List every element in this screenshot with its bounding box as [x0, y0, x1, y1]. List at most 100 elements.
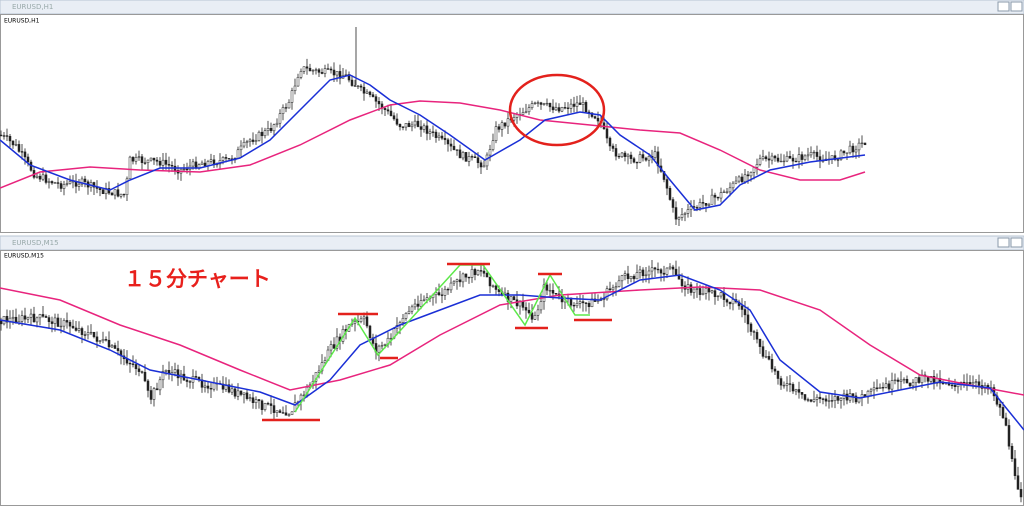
- candle-body: [437, 135, 441, 138]
- maximize-button[interactable]: [1010, 1, 1023, 12]
- candle-body: [998, 404, 1002, 408]
- candle-body: [437, 292, 441, 296]
- candle-body: [767, 356, 771, 360]
- candle-body: [470, 269, 474, 278]
- candle-body: [896, 379, 900, 382]
- title-bar: [0, 235, 1024, 251]
- candle-body: [134, 364, 138, 370]
- candle-body: [629, 275, 633, 279]
- candle-body: [155, 159, 159, 162]
- candle-body: [458, 149, 462, 159]
- candle-body: [794, 389, 798, 392]
- candle-body: [734, 180, 738, 184]
- candle-body: [224, 157, 228, 159]
- chart-area: [0, 14, 1024, 233]
- candle-body: [551, 106, 555, 111]
- candle-body: [716, 295, 720, 298]
- candle-body: [128, 362, 132, 365]
- candle-body: [740, 305, 744, 310]
- candle-body: [482, 270, 486, 274]
- candle-body: [335, 71, 339, 76]
- candle-body: [146, 380, 150, 391]
- candle-body: [743, 174, 747, 182]
- candle-body: [227, 158, 231, 160]
- candle-body: [80, 178, 84, 185]
- candle-body: [209, 388, 213, 390]
- candle-body: [635, 161, 639, 164]
- candle-body: [401, 126, 405, 128]
- candle-body: [653, 151, 657, 158]
- candle-body: [494, 285, 498, 290]
- candle-body: [692, 288, 696, 293]
- candle-body: [659, 269, 663, 274]
- candle-body: [161, 370, 165, 381]
- candle-body: [386, 109, 390, 112]
- candle-body: [575, 102, 579, 107]
- candle-body: [389, 110, 393, 116]
- candle-body: [743, 309, 747, 316]
- candle-body: [239, 390, 243, 395]
- candle-body: [524, 307, 528, 311]
- candle-body: [0, 134, 3, 137]
- candle-body: [137, 368, 141, 372]
- candle-body: [164, 370, 168, 372]
- candle-body: [173, 369, 177, 373]
- candle-body: [770, 155, 774, 161]
- candle-body: [398, 123, 402, 128]
- candle-body: [890, 380, 894, 390]
- candle-body: [794, 160, 798, 163]
- candle-body: [38, 175, 42, 180]
- candle-body: [434, 292, 438, 296]
- candle-body: [791, 384, 795, 392]
- candle-body: [758, 158, 762, 165]
- candle-body: [809, 152, 813, 156]
- candle-body: [290, 411, 294, 416]
- candle-body: [884, 383, 888, 388]
- candle-body: [266, 403, 270, 405]
- candle-body: [746, 314, 750, 325]
- candle-body: [203, 385, 207, 388]
- candle-body: [287, 102, 291, 109]
- candle-body: [953, 384, 957, 388]
- candle-body: [782, 384, 786, 387]
- candle-body: [1019, 489, 1023, 498]
- candle-body: [365, 316, 369, 327]
- candle-body: [806, 154, 810, 157]
- candle-body: [1004, 417, 1008, 426]
- candle-body: [296, 77, 300, 87]
- candle-body: [185, 168, 189, 171]
- candle-body: [839, 150, 843, 160]
- candle-body: [1001, 407, 1005, 419]
- candle-body: [413, 120, 417, 126]
- candle-body: [113, 345, 117, 349]
- candle-body: [590, 112, 594, 117]
- candle-body: [353, 85, 357, 87]
- candle-body: [41, 314, 45, 317]
- candle-body: [251, 139, 255, 142]
- candle-body: [26, 156, 30, 163]
- minimize-button[interactable]: [997, 237, 1010, 248]
- candle-body: [455, 149, 459, 151]
- candle-body: [785, 155, 789, 162]
- candle-body: [719, 192, 723, 199]
- candle-body: [911, 382, 915, 387]
- candle-body: [644, 274, 648, 277]
- candle-body: [971, 382, 975, 385]
- candle-body: [20, 151, 24, 153]
- candle-body: [128, 156, 132, 180]
- candle-body: [587, 303, 591, 308]
- candle-body: [305, 66, 309, 69]
- candle-body: [854, 395, 858, 403]
- candle-body: [362, 86, 366, 94]
- candle-body: [929, 376, 933, 382]
- candle-body: [1013, 458, 1017, 476]
- candle-body: [782, 160, 786, 163]
- candle-body: [611, 145, 615, 149]
- maximize-button[interactable]: [1010, 237, 1023, 248]
- chart-area: [0, 250, 1024, 506]
- minimize-button[interactable]: [997, 1, 1010, 12]
- candle-body: [377, 345, 381, 353]
- candle-body: [575, 303, 579, 307]
- candle-body: [578, 301, 582, 304]
